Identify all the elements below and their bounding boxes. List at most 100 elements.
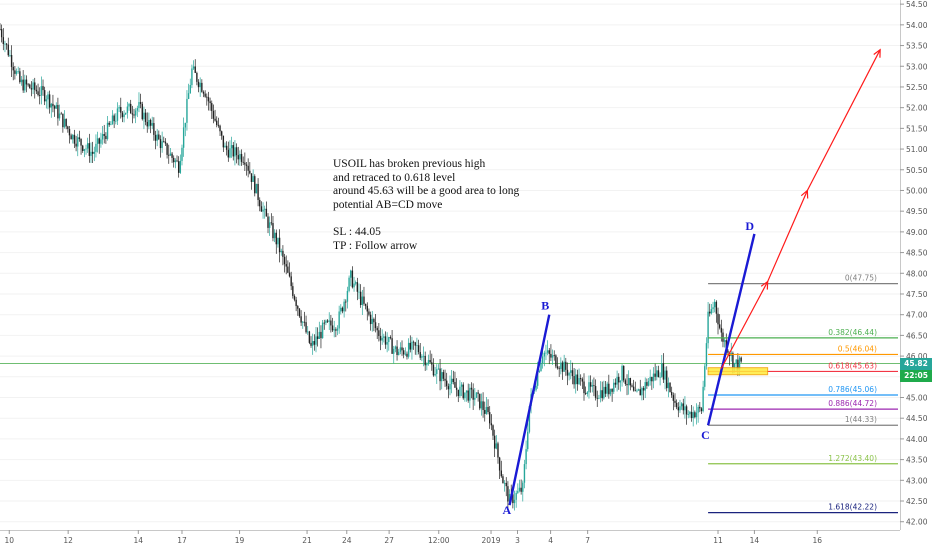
candle-body [398, 351, 400, 355]
candle-body [692, 412, 694, 419]
candle-body [434, 374, 436, 376]
candle-body [436, 369, 438, 375]
candle-body [374, 322, 377, 329]
fib-level-label: 0.886(44.72) [828, 399, 877, 408]
candle-body [189, 85, 191, 94]
candle-body [217, 124, 220, 126]
candle-body [366, 305, 368, 312]
candle-body [599, 390, 602, 398]
candle-body [121, 112, 124, 118]
candle-body [62, 113, 64, 128]
candle-body [575, 374, 577, 385]
candle-body [639, 389, 641, 396]
candle-body [697, 406, 699, 413]
candle-body [636, 390, 638, 392]
projection-arrow-line [720, 281, 769, 369]
candle-body [254, 176, 256, 194]
candle-body [667, 382, 670, 389]
candle-body [416, 345, 418, 347]
candle-body [111, 115, 114, 125]
candle-body [308, 331, 311, 343]
price-tick-label: 45.00 [906, 394, 928, 403]
candle-body [674, 400, 676, 403]
candle-body [125, 112, 127, 115]
candle-body [364, 303, 367, 306]
time-tick-label: 12 [63, 536, 73, 545]
candle-body [560, 362, 562, 370]
fib-retracement-layer: 0(47.75) 0.382(46.44) 0.5(46.04) 0.618(45.6… [707, 274, 898, 514]
candle-body [417, 345, 420, 353]
candle-body [613, 382, 615, 392]
candle-body [594, 386, 597, 398]
candle-body [161, 141, 163, 149]
candle-body [679, 406, 681, 411]
candle-body [20, 79, 23, 83]
candle-body [442, 372, 445, 379]
candle-body [540, 363, 542, 372]
candle-body [662, 363, 665, 380]
candle-body [143, 112, 145, 120]
candle-body [738, 357, 741, 370]
candle-body [685, 406, 688, 415]
chart-grid [0, 3, 900, 523]
candle-body [616, 376, 618, 385]
candle-body [508, 494, 511, 502]
candle-body [148, 120, 150, 127]
candle-body [110, 124, 112, 126]
candle-body [556, 366, 559, 369]
candle-body [43, 90, 46, 102]
candle-body [396, 346, 398, 355]
candle-body [336, 328, 339, 331]
candle-body [10, 55, 13, 67]
candle-body [196, 72, 198, 82]
candle-body [60, 113, 62, 115]
candle-body [35, 89, 38, 92]
candle-body [78, 137, 81, 140]
candle-body [133, 114, 135, 116]
candle-body [50, 103, 52, 108]
candle-body [212, 110, 215, 119]
candle-body [98, 138, 100, 144]
candle-body [187, 93, 190, 99]
price-tick-label: 46.50 [906, 331, 928, 340]
candle-body [82, 145, 84, 151]
candle-body [568, 372, 570, 376]
price-tick-label: 51.00 [906, 145, 928, 154]
candle-body [503, 482, 506, 484]
abcd-leg [706, 233, 756, 426]
candle-body [252, 176, 254, 182]
candle-body [520, 487, 522, 492]
candle-body [669, 382, 671, 392]
candle-body [224, 145, 226, 148]
candle-body [618, 376, 620, 383]
candle-body [661, 363, 663, 377]
candle-body [257, 183, 259, 200]
time-tick-label: 21 [302, 536, 312, 545]
candle-body [472, 389, 474, 400]
candle-body [391, 338, 393, 354]
candle-body [431, 362, 433, 365]
candle-body [168, 154, 170, 156]
candle-body [93, 151, 96, 154]
price-tick-label: 48.00 [906, 269, 928, 278]
time-tick-label: 17 [177, 536, 187, 545]
candle-body [305, 322, 307, 333]
candle-body [292, 286, 294, 296]
candle-body [670, 391, 673, 396]
candle-body [229, 148, 231, 158]
candle-body [201, 82, 203, 92]
candle-body [225, 145, 228, 150]
candle-body [211, 103, 213, 111]
time-tick-label: 10 [4, 536, 14, 545]
candle-body [507, 486, 509, 502]
candle-body [159, 139, 162, 149]
candle-body [353, 283, 355, 288]
candle-body [32, 82, 34, 90]
candle-body [126, 106, 129, 113]
candle-body [464, 392, 466, 399]
candle-body [326, 320, 329, 322]
candle-body [323, 322, 325, 324]
candle-body [482, 401, 484, 411]
time-tick-label: 14 [750, 536, 760, 545]
